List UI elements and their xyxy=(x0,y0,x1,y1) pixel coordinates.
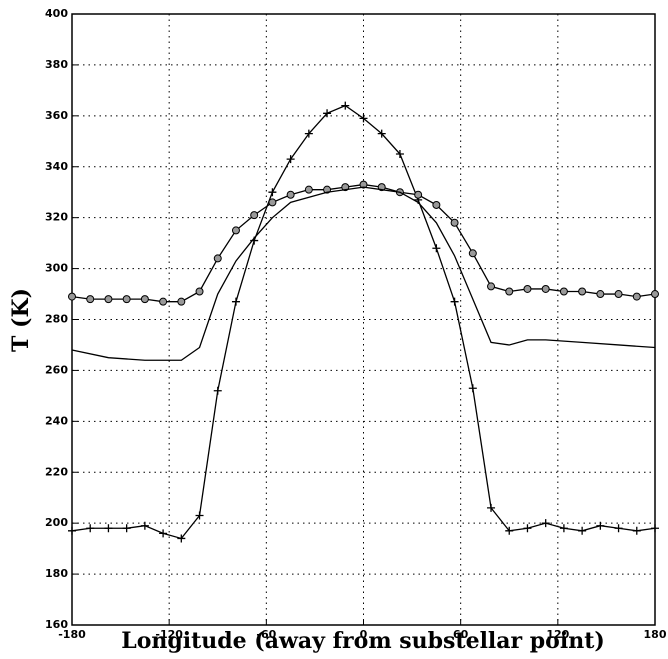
marker xyxy=(122,295,131,304)
marker xyxy=(468,249,477,258)
marker xyxy=(213,254,222,263)
x-tick-label: -60 xyxy=(256,628,276,641)
marker xyxy=(450,218,459,227)
marker xyxy=(541,519,550,528)
series-line xyxy=(71,186,656,361)
marker xyxy=(159,529,168,538)
y-tick-label: 260 xyxy=(45,363,68,376)
marker xyxy=(377,129,386,138)
y-tick-label: 180 xyxy=(45,567,68,580)
marker xyxy=(432,200,441,209)
marker xyxy=(177,297,186,306)
marker xyxy=(596,521,605,530)
plot-frame xyxy=(71,13,656,626)
marker xyxy=(341,101,350,110)
marker xyxy=(231,226,240,235)
marker xyxy=(505,287,514,296)
marker xyxy=(140,521,149,530)
x-tick-label: -120 xyxy=(155,628,183,641)
y-axis-label: T (K) xyxy=(8,288,34,352)
marker xyxy=(523,284,532,293)
marker xyxy=(414,190,423,199)
marker xyxy=(268,198,277,207)
marker xyxy=(632,526,641,535)
marker xyxy=(86,524,95,533)
marker xyxy=(523,524,532,533)
marker xyxy=(86,295,95,304)
marker xyxy=(323,109,332,118)
marker xyxy=(195,287,204,296)
y-tick-label: 340 xyxy=(45,160,68,173)
y-tick-label: 360 xyxy=(45,109,68,122)
marker xyxy=(122,524,131,533)
marker xyxy=(578,287,587,296)
marker xyxy=(68,526,76,535)
marker xyxy=(559,524,568,533)
y-tick-label: 400 xyxy=(45,7,68,20)
marker xyxy=(651,524,659,533)
y-tick-label: 200 xyxy=(45,516,68,529)
y-tick-label: 160 xyxy=(45,618,68,631)
marker xyxy=(596,290,605,299)
marker xyxy=(268,188,277,197)
marker xyxy=(487,282,496,291)
marker xyxy=(632,292,641,301)
marker xyxy=(614,524,623,533)
marker xyxy=(286,190,295,199)
marker xyxy=(177,534,186,543)
marker xyxy=(651,290,659,299)
marker xyxy=(231,297,240,306)
marker xyxy=(395,150,404,159)
marker xyxy=(450,297,459,306)
marker xyxy=(468,384,477,393)
marker xyxy=(559,287,568,296)
marker xyxy=(359,114,368,123)
marker xyxy=(432,244,441,253)
x-tick-label: -180 xyxy=(58,628,86,641)
marker xyxy=(304,129,313,138)
marker xyxy=(487,503,496,512)
marker xyxy=(578,526,587,535)
marker xyxy=(359,180,368,189)
marker xyxy=(68,292,76,301)
y-tick-label: 220 xyxy=(45,465,68,478)
marker xyxy=(614,290,623,299)
marker xyxy=(213,386,222,395)
marker xyxy=(159,297,168,306)
y-tick-label: 300 xyxy=(45,262,68,275)
marker xyxy=(505,526,514,535)
y-tick-label: 240 xyxy=(45,414,68,427)
x-tick-label: 180 xyxy=(644,628,667,641)
marker xyxy=(140,295,149,304)
x-tick-label: 60 xyxy=(453,628,469,641)
marker xyxy=(250,211,259,220)
y-tick-label: 320 xyxy=(45,211,68,224)
y-tick-label: 380 xyxy=(45,58,68,71)
marker xyxy=(304,185,313,194)
marker xyxy=(104,295,113,304)
marker xyxy=(286,155,295,164)
marker xyxy=(195,511,204,520)
y-tick-label: 280 xyxy=(45,313,68,326)
marker xyxy=(104,524,113,533)
marker xyxy=(541,284,550,293)
x-axis-label: Longitude (away from substellar point) xyxy=(121,628,605,654)
x-tick-label: 0 xyxy=(360,628,368,641)
x-tick-label: 120 xyxy=(546,628,569,641)
